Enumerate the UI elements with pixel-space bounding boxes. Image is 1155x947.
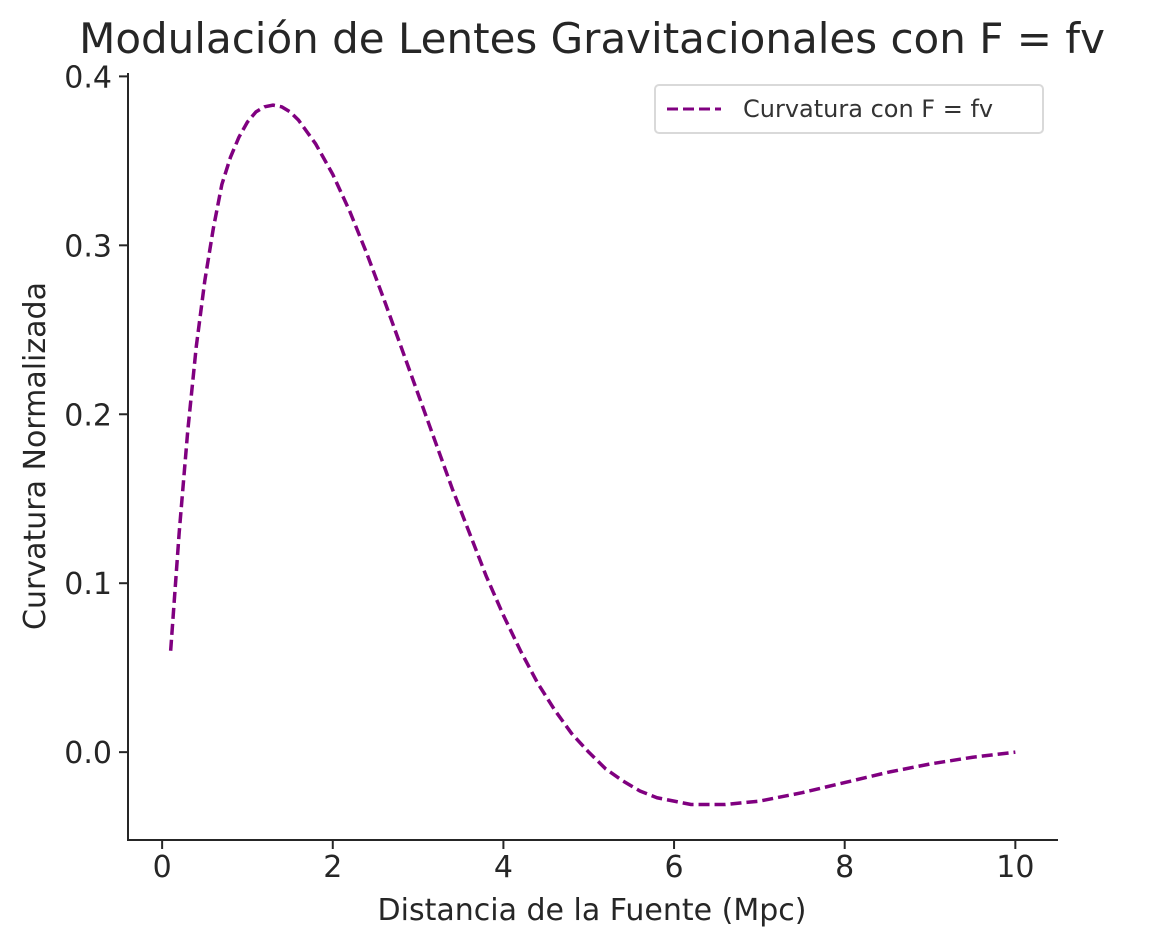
- x-tick-label: 6: [665, 850, 684, 885]
- x-tick-label: 8: [835, 850, 854, 885]
- y-axis-label: Curvatura Normalizada: [18, 282, 53, 630]
- plot-area: [168, 103, 1016, 807]
- y-ticks: 0.0 0.1 0.2 0.3 0.4: [64, 60, 128, 771]
- x-tick-label: 2: [323, 850, 342, 885]
- chart-title: Modulación de Lentes Gravitacionales con…: [79, 14, 1105, 63]
- series-line: [168, 103, 1016, 807]
- legend: Curvatura con F = fv: [654, 84, 1044, 134]
- x-axis-label: Distancia de la Fuente (Mpc): [378, 893, 807, 928]
- axes: [127, 73, 1058, 841]
- x-tick-label: 10: [996, 850, 1034, 885]
- x-tick-label: 4: [494, 850, 513, 885]
- y-tick-label: 0.2: [64, 398, 112, 433]
- x-tick-label: 0: [153, 850, 172, 885]
- legend-entry-label: Curvatura con F = fv: [743, 95, 993, 123]
- y-tick-label: 0.4: [64, 60, 112, 95]
- legend-box: [654, 84, 1044, 134]
- y-tick-label: 0.1: [64, 567, 112, 602]
- y-tick-label: 0.0: [64, 736, 112, 771]
- y-tick-label: 0.3: [64, 229, 112, 264]
- x-ticks: 0 2 4 6 8 10: [153, 840, 1034, 885]
